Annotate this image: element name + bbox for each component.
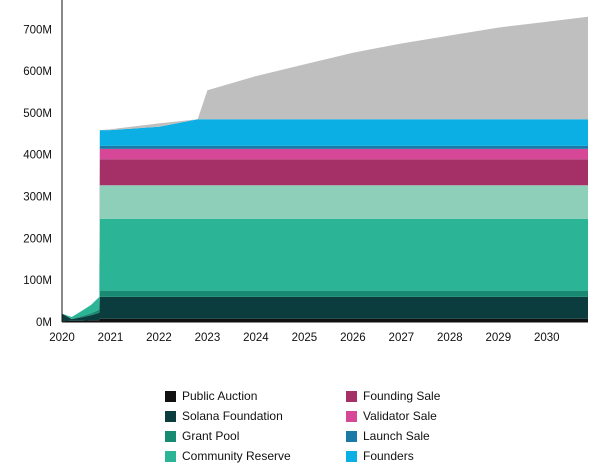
legend-label: Founding Sale [363,389,441,403]
x-tick-label: 2029 [486,332,512,344]
x-tick-label: 2020 [49,332,75,344]
y-tick-label: 100M [23,275,52,287]
legend-label: Solana Foundation [182,409,283,423]
chart-area: 0M 100M 200M 300M 400M 500M 600M 700M 2020 2021 20… [23,0,588,344]
x-tick-label: 2023 [195,332,221,344]
legend-item: Community Reserve [165,448,291,464]
x-tick-label: 2027 [389,332,415,344]
y-tick-label: 700M [23,24,52,36]
legend-item: Founding Sale [346,388,440,404]
legend-item: Public Auction [165,388,257,404]
legend-item: Grant Pool [165,428,239,444]
x-tick-label: 2024 [243,332,269,344]
legend-swatch [346,430,357,442]
legend-item: Validator Sale [346,408,437,424]
series-area-founders [62,119,588,317]
y-tick-label: 300M [23,192,52,204]
legend-label: Launch Sale [363,429,430,443]
legend-swatch [346,390,357,402]
legend-item: Founders [346,448,414,464]
y-tick-label: 400M [23,150,52,162]
x-tick-label: 2030 [534,332,560,344]
legend-label: Community Reserve [182,449,291,463]
legend-swatch [346,450,357,462]
legend-swatch [346,410,357,422]
series-area-founding-sale [62,159,588,317]
legend-label: Founders [363,449,414,463]
x-tick-label: 2021 [98,332,124,344]
series-area-band-10 [62,16,588,317]
legend-item: Launch Sale [346,428,430,444]
legend-label: Public Auction [182,389,258,403]
legend-swatch [165,390,176,402]
legend-swatch [165,450,176,462]
series-area-band-5 [62,185,588,317]
legend-swatch [165,430,176,442]
series-area-solana-foundation [62,296,588,322]
x-tick-label: 2028 [437,332,463,344]
y-tick-label: 500M [23,108,52,120]
x-tick-label: 2025 [292,332,318,344]
x-tick-label: 2026 [340,332,366,344]
y-tick-label: 600M [23,66,52,78]
y-tick-label: 0M [36,317,52,329]
y-tick-label: 200M [23,233,52,245]
series-area-grant-pool [62,290,588,320]
legend-item: Solana Foundation [165,408,283,424]
legend-label: Validator Sale [363,409,437,423]
series-area-community-reserve [62,218,588,319]
series-area-public-auction [62,318,588,322]
x-tick-label: 2022 [146,332,172,344]
legend-swatch [165,410,176,422]
legend-label: Grant Pool [182,429,240,443]
